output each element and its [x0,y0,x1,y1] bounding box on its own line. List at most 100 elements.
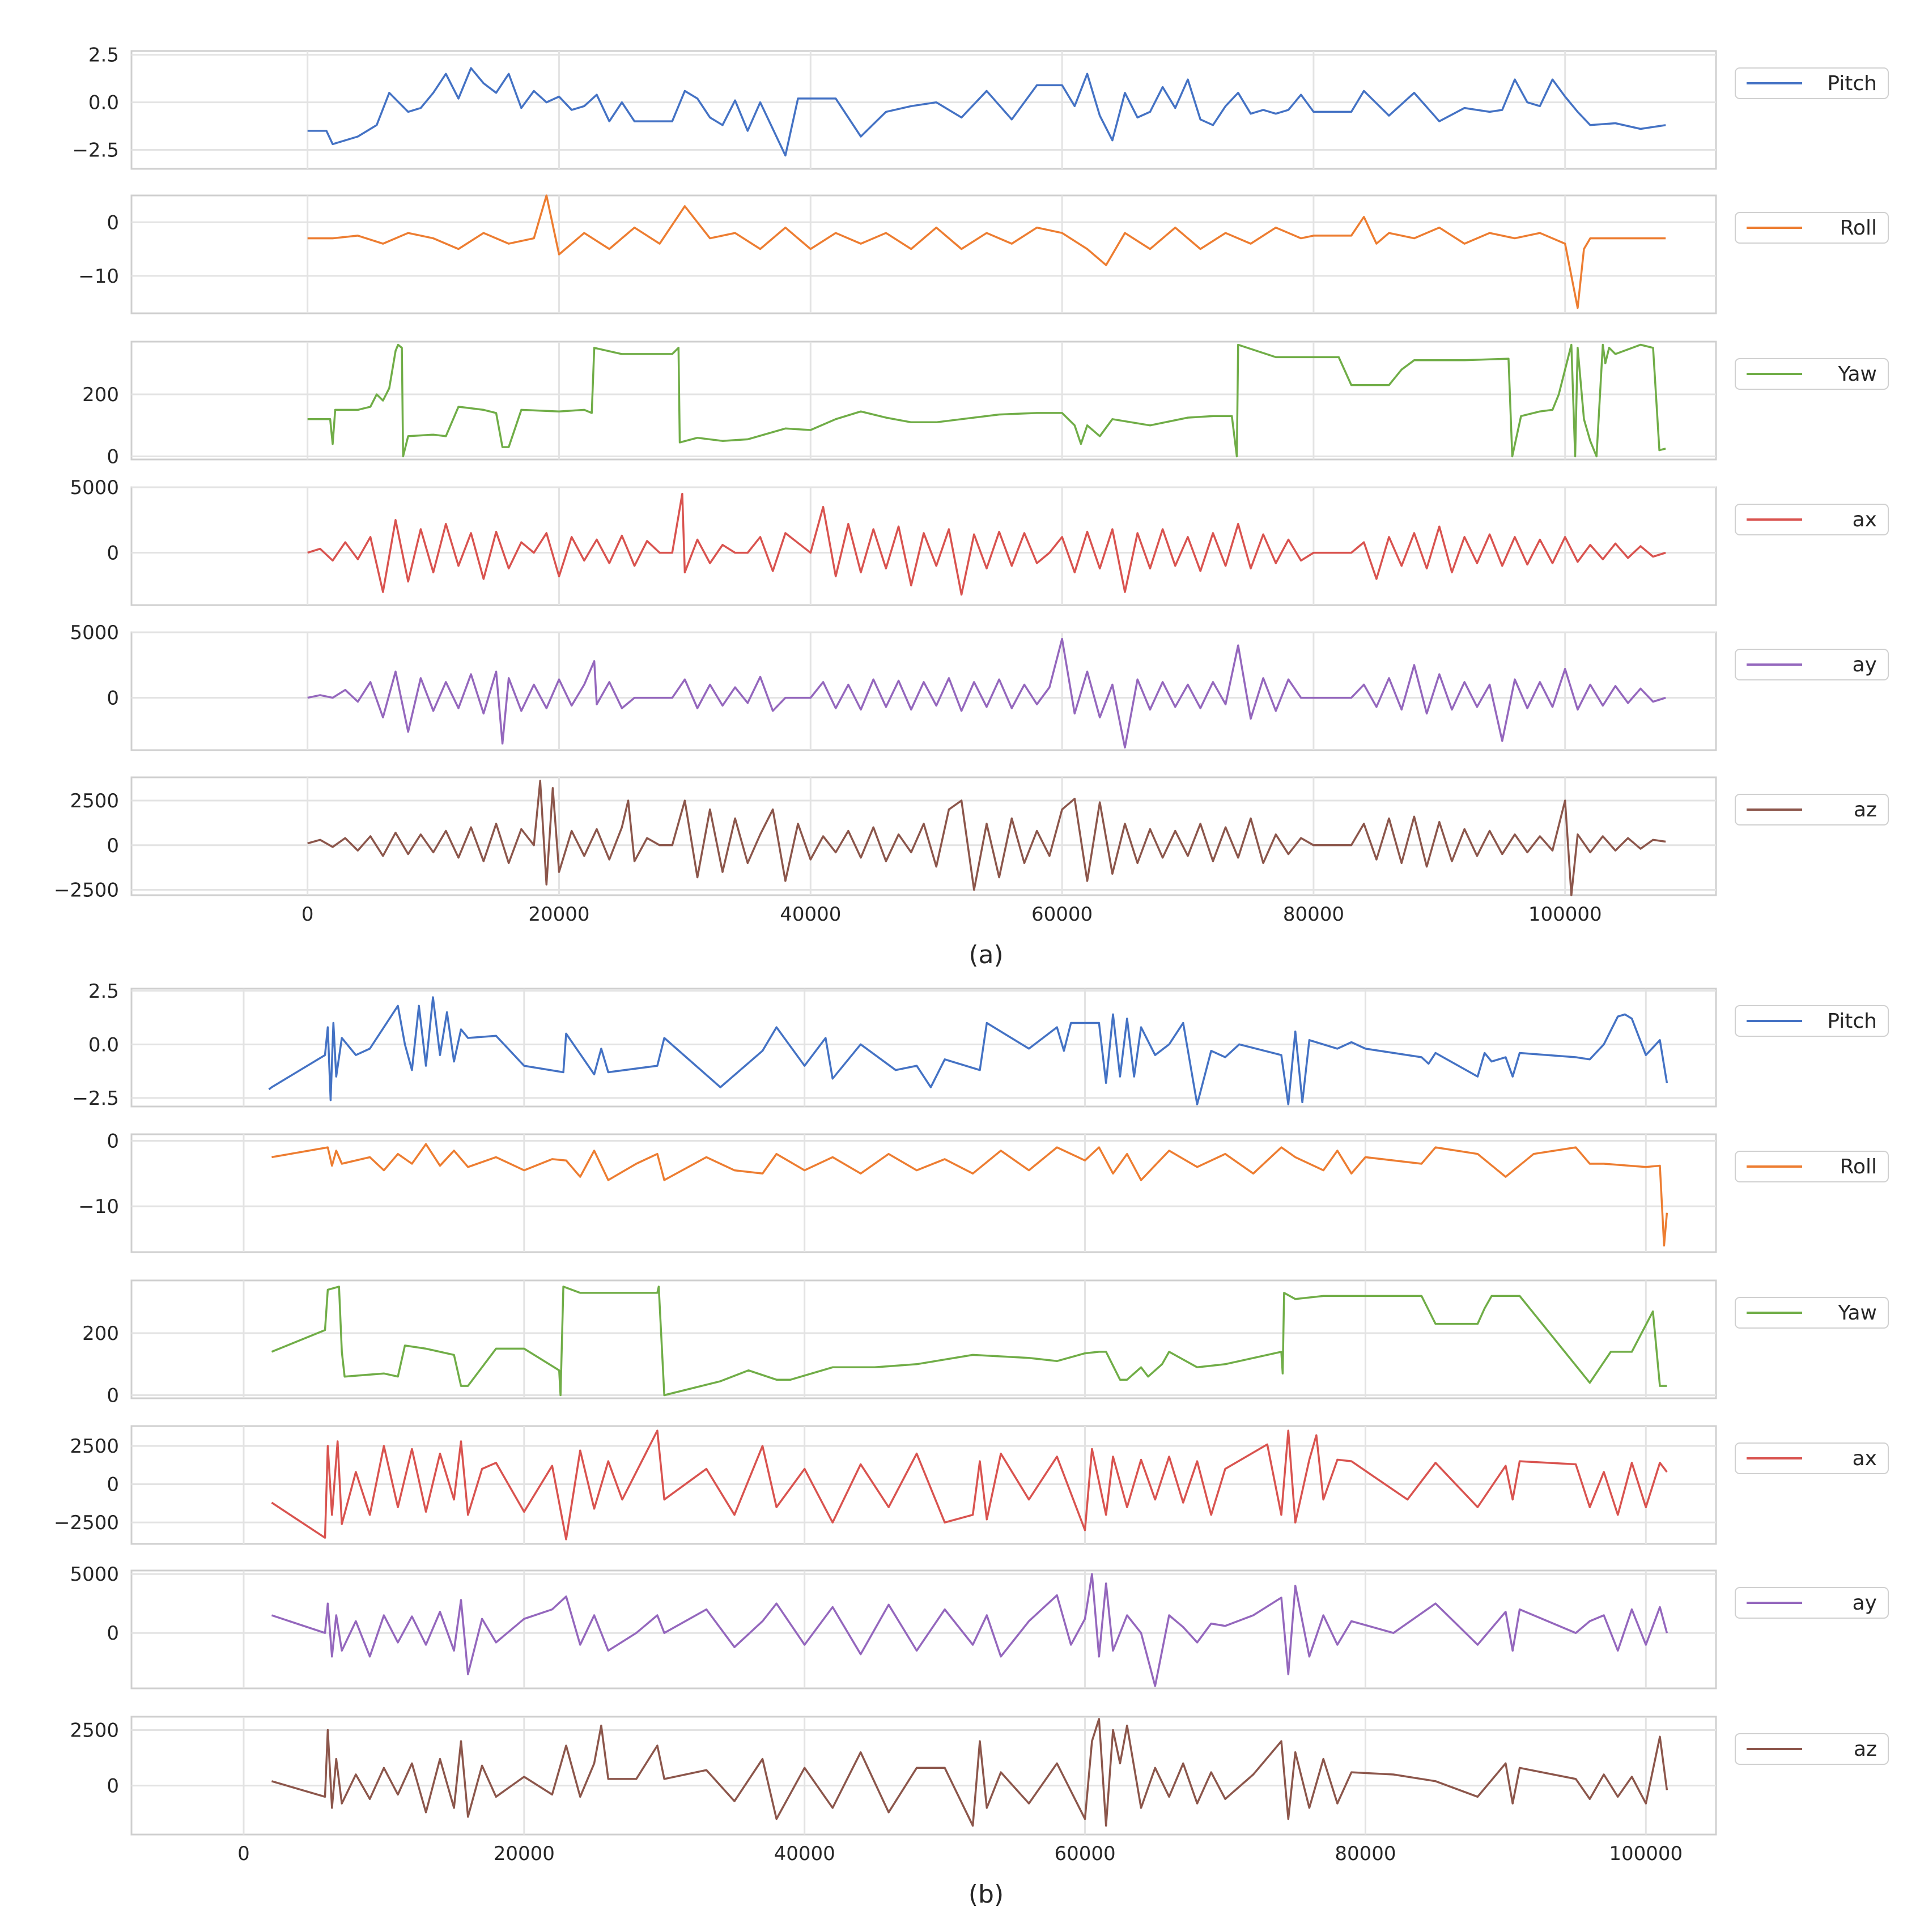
legend-box [1735,1005,1889,1037]
x-tick-label: 0 [237,1842,250,1865]
y-tick-label: 0 [107,211,119,234]
y-tick-label: −10 [78,265,119,288]
legend-label: Roll [1840,216,1877,240]
legend-label: ay [1853,1591,1877,1615]
y-tick-label: −2.5 [72,139,119,161]
plot-area [130,1279,1717,1399]
y-tick-label: 2500 [70,790,119,812]
plot-area [130,194,1717,314]
x-tick-label: 80000 [1283,903,1344,926]
x-tick-label: 100000 [1609,1842,1683,1865]
legend-box [1735,1733,1889,1765]
y-tick-label: −2500 [54,879,119,902]
series-line-ax [307,492,1666,596]
legend-label: ay [1853,653,1877,676]
y-tick-label: 0 [107,542,119,565]
legend-yaw: Yaw [1735,1297,1889,1329]
x-tick-label: 20000 [494,1842,555,1865]
y-tick-label: 0 [107,1775,119,1798]
y-tick-label: 0 [107,835,119,857]
legend-label: Yaw [1837,363,1877,386]
figure-caption: (b) [969,1880,1004,1909]
x-tick-label: 80000 [1335,1842,1396,1865]
panel-1-ax: 2500 0 −2500 ax [54,1425,1889,1545]
panel-1-roll: 0 −10 Roll [78,1130,1889,1253]
legend-label: az [1854,798,1877,822]
legend-ax: ax [1735,504,1889,535]
legend-label: Roll [1840,1155,1877,1178]
y-tick-label: 2.5 [88,980,119,1003]
y-tick-label: −10 [78,1195,119,1218]
figure-caption: (a) [969,941,1003,969]
series-line-ax [271,1429,1668,1541]
panel-0-ax: 5000 0 ax [70,476,1889,606]
y-tick-label: 2500 [70,1720,119,1742]
series-line-az [271,1718,1668,1827]
y-tick-label: −2500 [54,1512,119,1534]
plot-area [130,1716,1717,1836]
x-tick-label: 20000 [528,903,589,926]
series-line-ay [271,1573,1668,1687]
series-line-pitch [307,67,1666,157]
legend-label: az [1854,1738,1877,1761]
legend-box [1735,794,1889,825]
y-tick-label: 0 [107,446,119,469]
y-tick-label: 0 [107,687,119,710]
legend-box [1735,1297,1889,1329]
series-line-yaw [307,343,1666,458]
series-line-roll [307,194,1666,309]
series-line-yaw [271,1286,1667,1397]
plot-area [130,1133,1717,1253]
x-tick-label: 60000 [1031,903,1093,926]
panel-0-pitch: 2.5 0.0 −2.5 Pitch [72,44,1889,170]
x-axis-0: 0 20000 40000 60000 80000 100000 [301,903,1602,926]
plot-area [130,988,1717,1108]
legend-az: az [1735,794,1889,825]
legend-box [1735,358,1889,390]
legend-label: Pitch [1827,1010,1877,1033]
plot-area [130,776,1717,896]
legend-az: az [1735,1733,1889,1765]
plot-area [130,631,1717,751]
legend-box [1735,212,1889,244]
legend-roll: Roll [1735,212,1889,244]
x-tick-label: 40000 [774,1842,835,1865]
legend-box [1735,1151,1889,1182]
y-tick-label: 200 [82,1322,119,1345]
y-tick-label: 5000 [70,476,119,499]
x-tick-label: 0 [301,903,314,926]
y-tick-label: 0 [107,1130,119,1153]
legend-ay: ay [1735,649,1889,680]
legend-label: ax [1853,1447,1877,1470]
legend-yaw: Yaw [1735,358,1889,390]
legend-box [1735,649,1889,680]
y-tick-label: 0 [107,1622,119,1645]
legend-ax: ax [1735,1442,1889,1474]
plot-area [130,1569,1717,1690]
panel-1-az: 2500 0 az [70,1716,1889,1836]
panel-0-roll: 0 −10 Roll [78,194,1889,314]
series-line-roll [271,1143,1668,1247]
series-line-az [307,780,1666,896]
y-tick-label: 5000 [70,622,119,644]
x-tick-label: 100000 [1528,903,1602,926]
y-tick-label: 2.5 [88,44,119,67]
legend-label: Yaw [1837,1301,1877,1325]
plot-area [130,486,1717,606]
series-line-pitch [268,996,1668,1105]
legend-box [1735,504,1889,535]
series-line-ay [307,637,1666,749]
y-tick-label: 200 [82,384,119,406]
panel-0-yaw: 200 0 Yaw [82,341,1889,469]
y-tick-label: −2.5 [72,1087,119,1110]
legend-box [1735,67,1889,99]
x-tick-label: 40000 [780,903,841,926]
y-tick-label: 0 [107,1385,119,1407]
panel-1-yaw: 200 0 Yaw [82,1279,1889,1407]
panel-0-az: 2500 0 −2500 az [54,776,1889,902]
y-tick-label: 2500 [70,1435,119,1458]
legend-label: ax [1853,508,1877,531]
panel-0-ay: 5000 0 ay [70,622,1889,751]
panel-1-ay: 5000 0 ay [70,1563,1889,1690]
